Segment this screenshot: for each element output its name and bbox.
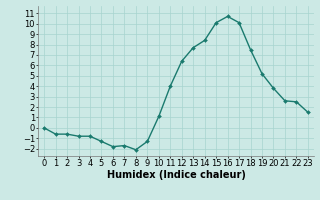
X-axis label: Humidex (Indice chaleur): Humidex (Indice chaleur) bbox=[107, 170, 245, 180]
